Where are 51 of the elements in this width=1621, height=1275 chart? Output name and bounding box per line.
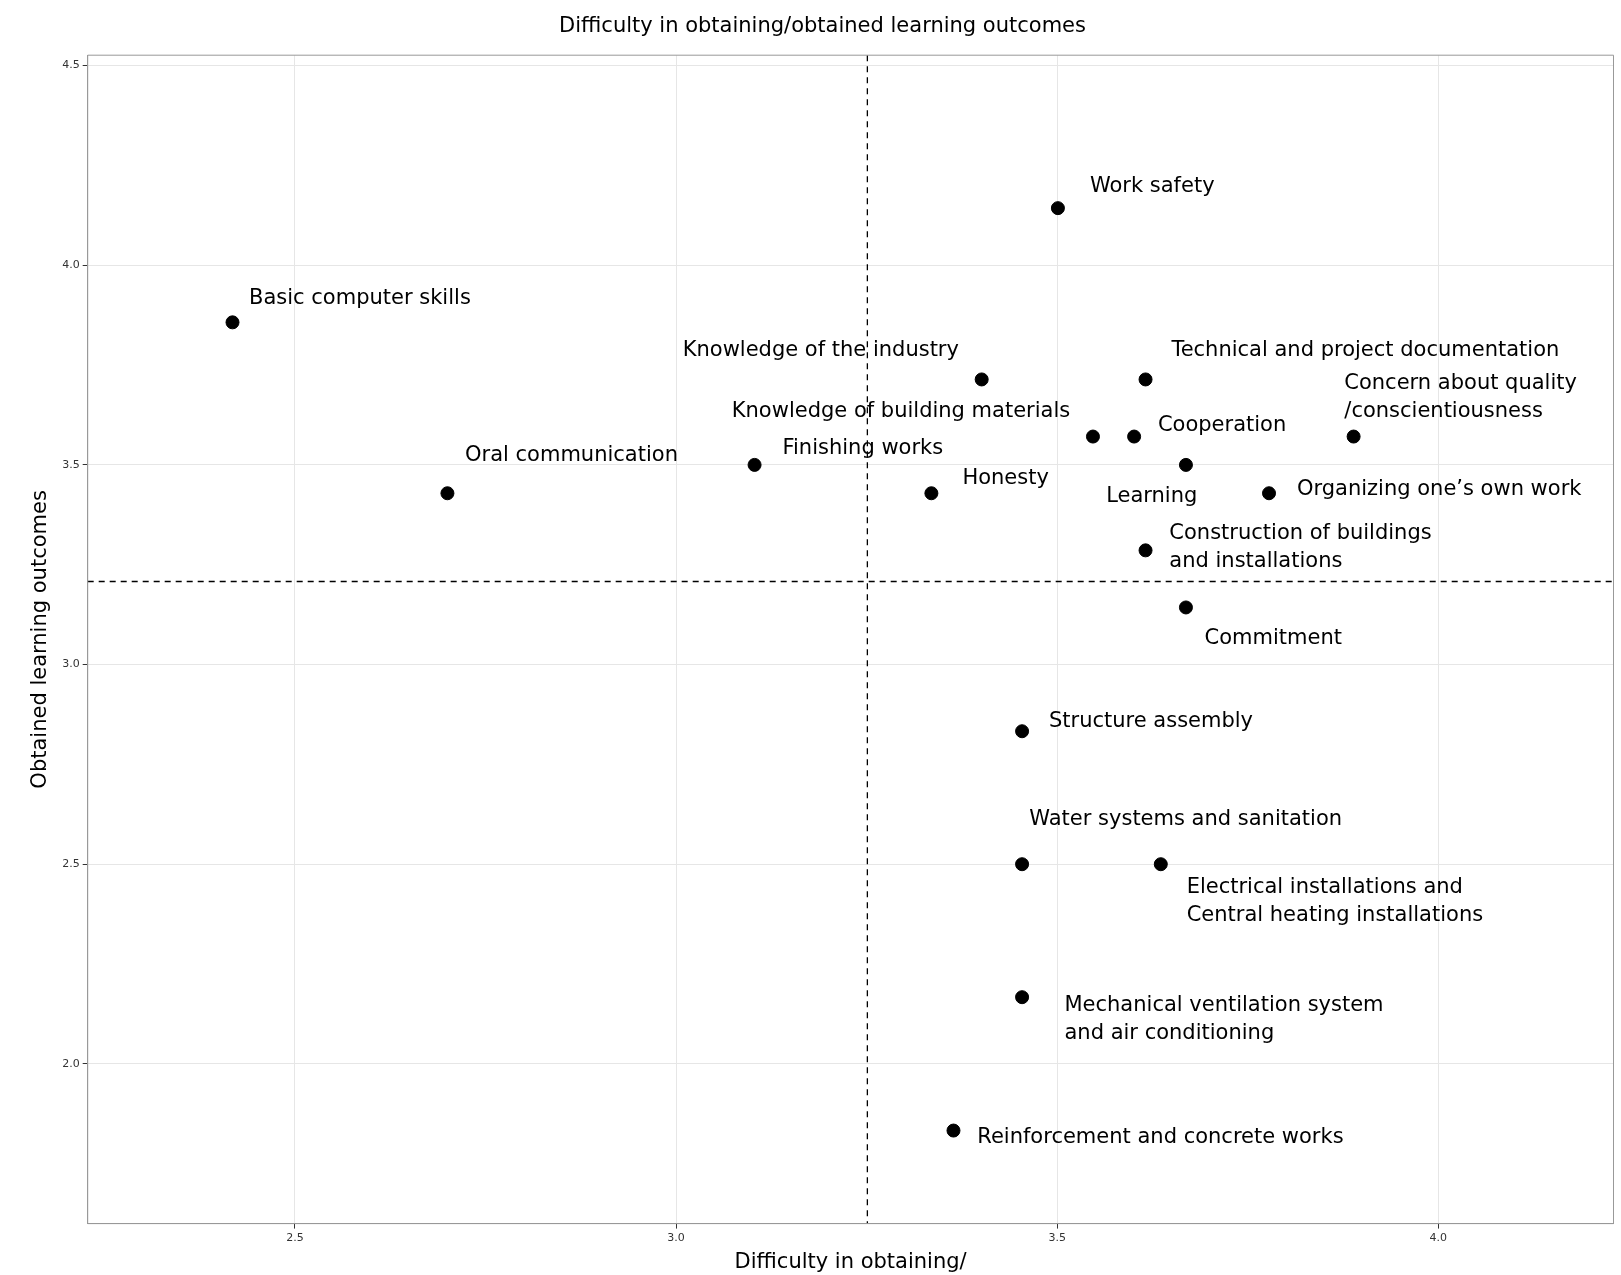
point <box>440 486 455 501</box>
y-tick-label: 3.5 <box>62 457 80 471</box>
annotation: Structure assembly <box>1048 708 1254 733</box>
annotation: Electrical installations and Central heating installations <box>1186 874 1484 927</box>
point <box>924 486 939 501</box>
annotation: Reinforcement and concrete works <box>977 1124 1344 1149</box>
point <box>1015 990 1030 1005</box>
annotation: Oral communication <box>465 442 678 467</box>
point <box>946 1123 961 1138</box>
x-tick-label: 3.5 <box>1048 1231 1066 1245</box>
point <box>1346 429 1361 444</box>
chart-title: Difficulty in obtaining/obtained learning outcomes <box>559 13 1086 38</box>
point <box>974 372 989 387</box>
point <box>1050 201 1065 216</box>
annotation: Knowledge of building materials <box>731 398 1071 423</box>
annotation: Honesty <box>962 465 1049 490</box>
annotation: Technical and project documentation <box>1170 336 1560 361</box>
y-tick-label: 4.5 <box>62 58 80 72</box>
annotation: Concern about quality /conscientiousness <box>1344 370 1577 423</box>
point <box>1138 372 1153 387</box>
x-axis-title: Difficulty in obtaining/ <box>734 1248 968 1273</box>
annotation: Mechanical ventilation system and air conditioning <box>1064 991 1384 1044</box>
annotation: Work safety <box>1089 172 1215 197</box>
point <box>1015 724 1030 739</box>
point <box>1178 600 1193 615</box>
y-tick-label: 3.0 <box>62 657 80 671</box>
annotation: Basic computer skills <box>249 285 471 310</box>
annotation: Construction of buildings and installations <box>1169 520 1432 573</box>
annotation: Learning <box>1106 483 1198 508</box>
x-tick-label: 2.5 <box>286 1231 304 1245</box>
y-tick-label: 2.0 <box>62 1056 80 1070</box>
annotation: Cooperation <box>1157 411 1287 436</box>
annotation: Water systems and sanitation <box>1029 806 1343 831</box>
point <box>1153 857 1168 872</box>
y-tick-label: 4.0 <box>62 258 80 272</box>
point <box>1127 429 1142 444</box>
point <box>1262 486 1277 501</box>
y-axis-title: Obtained learning outcomes <box>27 490 52 789</box>
annotation: Organizing one’s own work <box>1296 475 1583 500</box>
point <box>1138 543 1153 558</box>
point <box>1085 429 1100 444</box>
x-tick-label: 3.0 <box>667 1231 685 1245</box>
y-tick-label: 2.5 <box>62 857 80 871</box>
x-tick-label: 4.0 <box>1429 1231 1447 1245</box>
point <box>747 457 762 472</box>
annotation: Commitment <box>1204 624 1342 649</box>
annotation: Finishing works <box>782 434 944 459</box>
point <box>225 315 240 330</box>
point <box>1015 857 1030 872</box>
point <box>1178 457 1193 472</box>
annotation: Knowledge of the industry <box>682 336 959 361</box>
